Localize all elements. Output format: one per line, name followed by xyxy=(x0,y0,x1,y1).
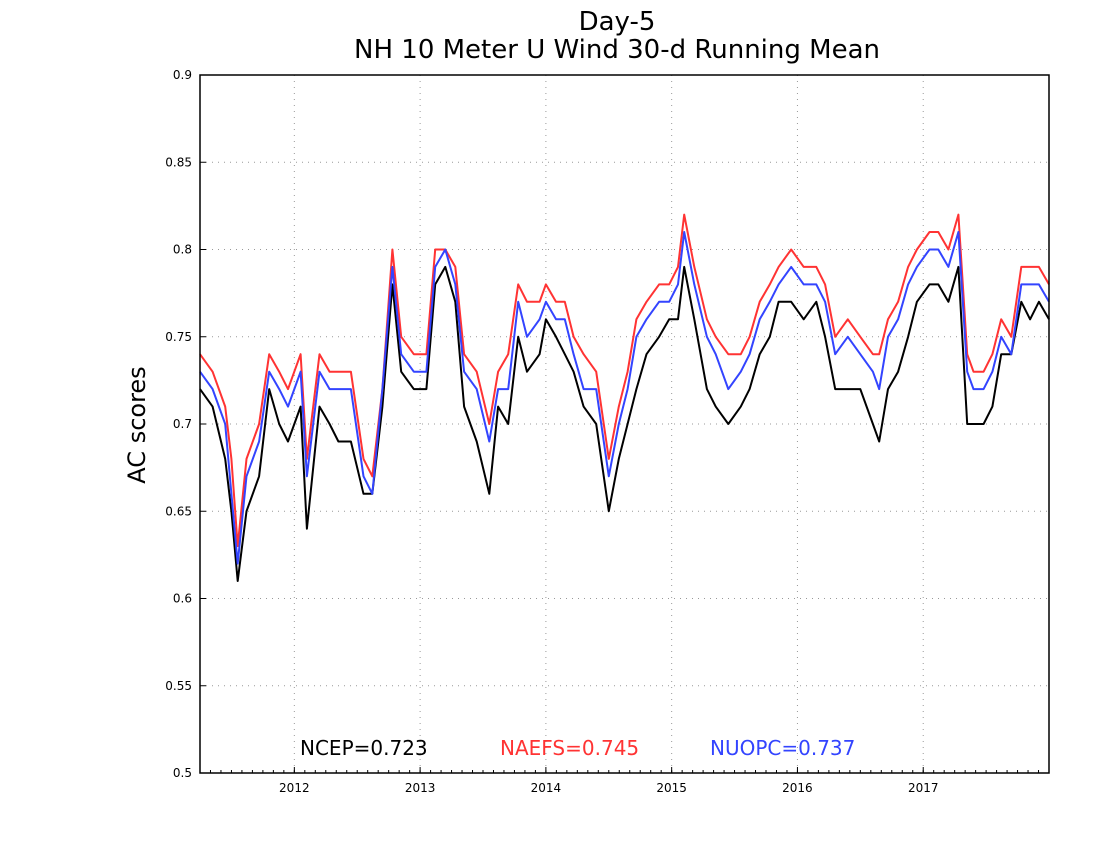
axes: 0.5 0.55 0.6 0.65 0.7 0.75 0.8 0.85 0.9 2012 2013 2… xyxy=(165,68,1050,795)
legend-entry-naefs: NAEFS=0.745 xyxy=(500,736,639,760)
legend-entry-nuopc: NUOPC=0.737 xyxy=(710,736,855,760)
chart-title-line-2: NH 10 Meter U Wind 30-d Running Mean xyxy=(354,35,880,65)
x-tick-label: 2014 xyxy=(531,781,562,795)
y-tick-label: 0.85 xyxy=(165,155,192,169)
y-tick-label: 0.8 xyxy=(173,243,192,257)
y-tick-label: 0.65 xyxy=(165,504,192,518)
x-tick-label: 2012 xyxy=(279,781,310,795)
x-tick-label: 2015 xyxy=(656,781,687,795)
x-tick-label: 2013 xyxy=(405,781,436,795)
y-tick-label: 0.7 xyxy=(173,417,192,431)
series-lines xyxy=(199,213,1050,582)
series-line-ncep xyxy=(199,265,1050,582)
series-line-nuopc xyxy=(199,231,1050,565)
y-tick-label: 0.75 xyxy=(165,330,192,344)
y-tick-label: 0.55 xyxy=(165,679,192,693)
series-line-naefs xyxy=(199,213,1050,548)
x-tick-label: 2017 xyxy=(908,781,939,795)
plot-frame xyxy=(199,74,1050,774)
y-tick-label: 0.5 xyxy=(173,766,192,780)
y-tick-label: 0.9 xyxy=(173,68,192,82)
legend-entry-ncep: NCEP=0.723 xyxy=(300,736,428,760)
legend: NCEP=0.723 NAEFS=0.745 NUOPC=0.737 xyxy=(300,736,855,760)
x-tick-label: 2016 xyxy=(782,781,813,795)
chart-title-line-1: Day-5 xyxy=(579,7,656,37)
y-tick-label: 0.6 xyxy=(173,592,192,606)
y-axis-label: AC scores xyxy=(123,366,151,483)
